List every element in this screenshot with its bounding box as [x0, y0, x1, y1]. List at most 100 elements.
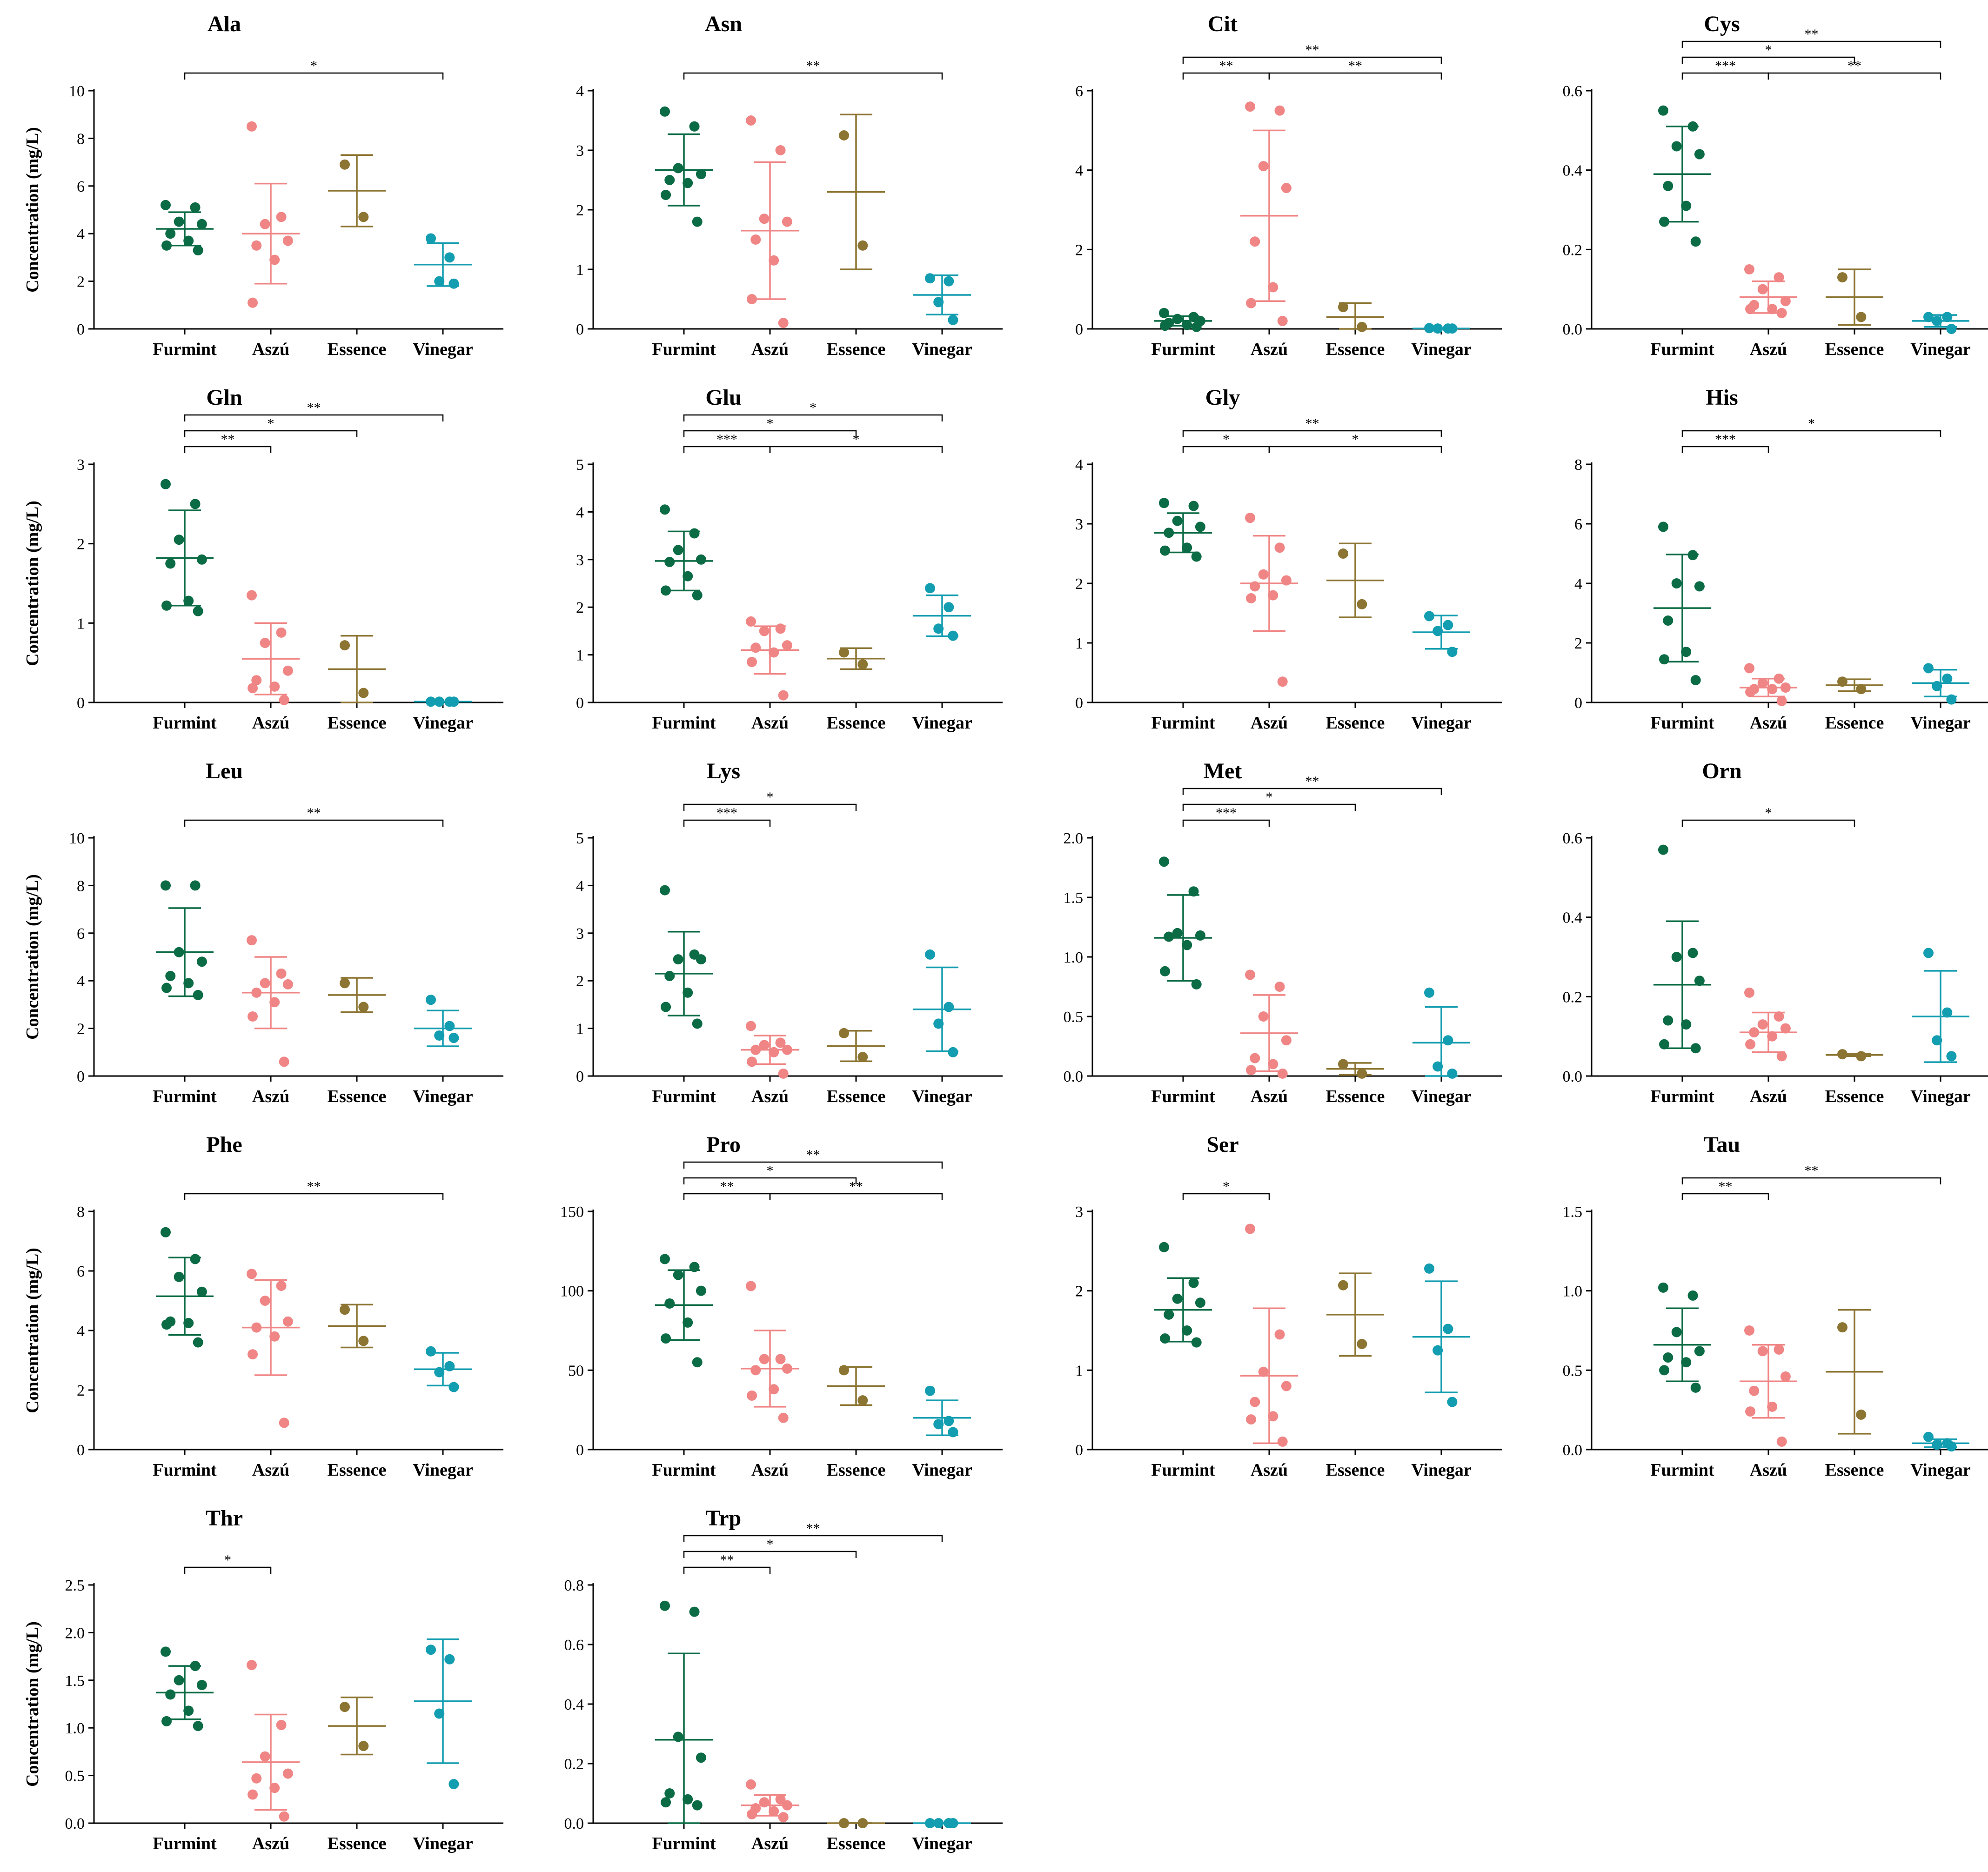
significance-label: * [268, 416, 274, 431]
y-tick-label: 0 [77, 695, 85, 712]
data-point [247, 1660, 257, 1670]
panel-title: Gln [206, 385, 242, 410]
data-point [1932, 1440, 1942, 1450]
data-point [1659, 654, 1669, 664]
series-aszú [1240, 101, 1298, 326]
series-furmint [156, 479, 214, 616]
series-furmint [655, 885, 713, 1029]
x-tick-label: Furmint [1650, 340, 1714, 359]
series-aszú [242, 1269, 300, 1428]
data-point [1281, 1381, 1292, 1391]
significance-bracket: *** [684, 432, 770, 453]
data-point [1447, 1397, 1457, 1407]
data-point [689, 1262, 700, 1272]
x-tick-label: Aszú [252, 1087, 289, 1106]
y-tick-label: 1 [576, 647, 584, 664]
series-aszú [741, 1281, 799, 1423]
panel-title: Asn [705, 12, 742, 36]
y-tick-label: 0.5 [65, 1768, 85, 1785]
data-point [747, 294, 757, 304]
significance-label: * [1223, 432, 1230, 447]
data-point [276, 628, 287, 638]
series-essence [827, 1028, 885, 1062]
data-point [1160, 546, 1170, 556]
data-point [1357, 1339, 1367, 1349]
data-point [248, 1011, 258, 1022]
data-point [1932, 681, 1942, 691]
data-point [1160, 966, 1170, 976]
data-point [746, 616, 756, 627]
series-furmint [655, 504, 713, 600]
data-point [747, 1809, 757, 1819]
data-point [1946, 1051, 1956, 1061]
y-tick-label: 2 [576, 973, 584, 990]
data-point [664, 557, 675, 567]
x-tick-label: Vinegar [1910, 713, 1971, 733]
significance-label: ** [221, 432, 235, 447]
series-furmint [156, 200, 214, 255]
data-point [1691, 1383, 1701, 1393]
data-point [683, 571, 693, 582]
data-point [776, 623, 786, 634]
data-point [925, 949, 935, 960]
bracket-line [185, 415, 443, 421]
data-point [1250, 581, 1260, 591]
data-point [340, 160, 350, 170]
y-tick-label: 0 [77, 1068, 85, 1085]
data-point [1447, 1069, 1457, 1079]
data-point [161, 241, 172, 251]
data-point [1663, 1016, 1673, 1026]
x-tick-label: Furmint [153, 1460, 217, 1480]
x-tick-label: Vinegar [1910, 1460, 1971, 1480]
significance-label: * [810, 400, 817, 415]
significance-label: ** [806, 1521, 820, 1536]
significance-label: ** [1219, 58, 1233, 74]
data-point [1159, 1242, 1169, 1252]
x-tick-label: Furmint [1151, 1460, 1215, 1480]
data-point [692, 1018, 703, 1029]
x-tick-label: Essence [827, 340, 886, 359]
data-point [1780, 1023, 1791, 1034]
data-point [1688, 121, 1698, 132]
data-point [778, 690, 789, 701]
x-tick-label: Furmint [652, 1087, 716, 1106]
data-point [183, 596, 194, 606]
significance-label: ** [1348, 58, 1362, 74]
series-essence [328, 978, 386, 1012]
data-point [1767, 1402, 1777, 1412]
y-tick-label: 0 [1075, 321, 1083, 338]
data-point [683, 1317, 693, 1328]
significance-bracket: * [684, 1537, 856, 1558]
significance-bracket: * [684, 789, 856, 811]
series-vinegar [1412, 323, 1470, 334]
y-tick-label: 2 [576, 202, 584, 219]
y-tick-label: 0.5 [1563, 1362, 1583, 1379]
y-tick-label: 4 [576, 504, 584, 521]
x-tick-label: Furmint [153, 713, 217, 733]
data-point [1432, 626, 1443, 636]
data-point [1856, 312, 1866, 322]
data-point [1932, 1035, 1942, 1045]
data-point [1246, 1065, 1256, 1075]
y-tick-label: 1.5 [65, 1672, 85, 1690]
series-furmint [655, 1254, 713, 1367]
y-tick-label: 150 [560, 1203, 584, 1221]
data-point [340, 640, 350, 650]
x-tick-label: Aszú [252, 340, 289, 359]
series-essence [328, 155, 386, 227]
y-tick-label: 0 [576, 1068, 584, 1085]
data-point [165, 1690, 175, 1700]
y-tick-label: 5 [576, 456, 584, 474]
data-point [673, 1732, 683, 1742]
x-tick-label: Essence [827, 1834, 886, 1853]
x-tick-label: Aszú [751, 340, 789, 359]
series-essence [1826, 1310, 1883, 1434]
significance-bracket: *** [1183, 805, 1269, 827]
x-tick-label: Aszú [1750, 340, 1787, 359]
significance-label: ** [1305, 416, 1319, 431]
data-point [839, 130, 849, 140]
data-point [747, 1056, 757, 1067]
